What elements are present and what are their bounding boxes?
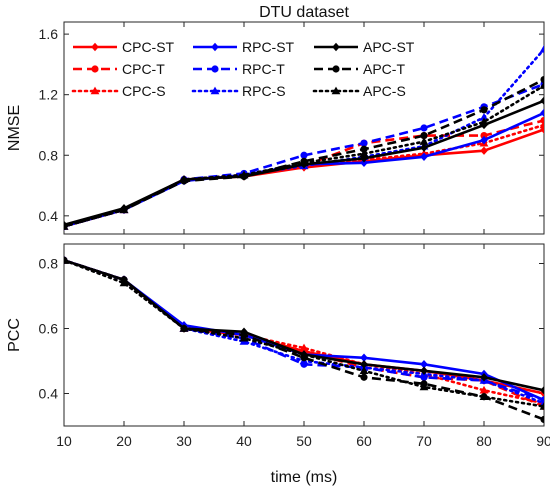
pcc-x-tick-label: 70	[416, 433, 432, 449]
pcc-x-tick-label: 50	[296, 433, 312, 449]
pcc-x-tick-label: 90	[536, 433, 550, 449]
nmse-point-apc-st	[420, 143, 428, 152]
pcc-point-apc-st	[420, 366, 428, 375]
pcc-x-tick-label: 30	[176, 433, 192, 449]
legend-label-apc-s: APC-S	[363, 83, 406, 99]
nmse-y-tick-label: 0.4	[39, 208, 59, 224]
nmse-point-rpc-s	[539, 44, 544, 53]
pcc-x-tick-label: 20	[116, 433, 132, 449]
nmse-point-apc-s	[539, 81, 544, 89]
legend-label-cpc-s: CPC-S	[122, 83, 166, 99]
nmse-point-apc-s	[479, 117, 489, 126]
pcc-y-tick-label: 0.8	[39, 256, 59, 272]
nmse-point-apc-t	[360, 145, 368, 153]
nmse-point-cpc-t	[480, 132, 488, 140]
pcc-point-apc-s	[179, 324, 189, 332]
pcc-point-apc-s	[64, 255, 69, 264]
nmse-point-apc-s	[64, 222, 69, 230]
nmse-point-apc-s	[419, 137, 429, 145]
pcc-point-rpc-st	[420, 360, 428, 369]
pcc-point-apc-s	[539, 402, 544, 410]
legend-label-cpc-st: CPC-ST	[122, 39, 175, 55]
nmse-point-apc-s	[119, 205, 129, 214]
legend-label-apc-t: APC-T	[363, 61, 405, 77]
top-axis-ticks: 0.4 0.8 1.2 1.6	[39, 22, 545, 234]
chart-title: DTU dataset	[259, 4, 349, 21]
bottom-series-group	[64, 255, 544, 424]
pcc-line-apc-s	[64, 258, 544, 408]
nmse-point-cpc-st	[480, 146, 488, 155]
nmse-point-apc-s	[359, 149, 369, 158]
pcc-y-tick-label: 0.6	[39, 321, 59, 337]
pcc-point-apc-t	[360, 373, 368, 381]
pcc-point-apc-s	[239, 333, 249, 342]
pcc-point-cpc-s	[299, 343, 309, 352]
nmse-point-rpc-st	[480, 135, 488, 145]
legend-marker-cpc-st	[91, 42, 99, 52]
pcc-point-apc-st	[360, 360, 368, 369]
pcc-point-apc-s	[359, 366, 369, 375]
nmse-y-tick-label: 1.6	[39, 26, 59, 42]
pcc-point-apc-t	[540, 415, 544, 424]
legend-marker-cpc-t	[91, 65, 99, 73]
bottom-plot-frame	[63, 243, 545, 427]
nmse-point-cpc-s	[539, 120, 544, 129]
pcc-x-tick-label: 80	[476, 433, 492, 449]
nmse-point-rpc-t	[300, 151, 308, 159]
legend: CPC-ST CPC-T CPC-S RPC-ST RPC-T RPC-S APC-ST AP…	[71, 39, 415, 99]
nmse-y-tick-label: 1.2	[39, 87, 59, 103]
legend-label-rpc-s: RPC-S	[242, 83, 286, 99]
legend-label-cpc-t: CPC-T	[122, 61, 165, 77]
pcc-point-apc-st	[540, 386, 544, 395]
legend-marker-rpc-st	[211, 42, 219, 52]
pcc-point-apc-s	[299, 350, 309, 358]
pcc-point-rpc-st	[360, 353, 368, 362]
pcc-point-apc-s	[419, 382, 429, 391]
bottom-axis-ticks: 10 20 30 40 50 60 70 80 90 0.4 0.6 0.8	[39, 244, 550, 449]
nmse-point-rpc-st	[360, 158, 368, 168]
nmse-point-apc-s	[299, 158, 309, 167]
legend-marker-cpc-s	[90, 86, 100, 95]
nmse-point-apc-t	[540, 75, 544, 84]
nmse-point-rpc-t	[420, 124, 428, 132]
nmse-point-apc-s	[179, 175, 189, 183]
nmse-point-rpc-s	[479, 112, 489, 121]
nmse-point-rpc-st	[540, 108, 544, 118]
top-y-axis-label: NMSE	[6, 105, 23, 151]
nmse-y-tick-label: 0.8	[39, 147, 59, 163]
legend-label-rpc-t: RPC-T	[242, 61, 285, 77]
legend-marker-apc-st	[332, 42, 340, 52]
pcc-point-apc-st	[480, 373, 488, 382]
pcc-x-tick-label: 10	[56, 433, 72, 449]
nmse-point-apc-st	[360, 154, 368, 163]
top-series-group	[64, 44, 544, 231]
legend-label-apc-st: APC-ST	[363, 39, 415, 55]
legend-label-rpc-st: RPC-ST	[242, 39, 295, 55]
legend-marker-apc-s	[331, 86, 341, 95]
nmse-point-apc-t	[420, 132, 428, 140]
pcc-y-tick-label: 0.4	[39, 386, 59, 402]
nmse-point-rpc-t	[360, 139, 368, 147]
legend-marker-apc-t	[332, 65, 340, 73]
nmse-point-apc-st	[540, 96, 544, 105]
pcc-line-apc-t	[64, 259, 544, 421]
legend-marker-rpc-t	[211, 65, 219, 73]
pcc-point-cpc-s	[479, 385, 489, 394]
bottom-y-axis-label: PCC	[6, 318, 23, 352]
x-axis-label: time (ms)	[271, 469, 338, 486]
pcc-x-tick-label: 40	[236, 433, 252, 449]
nmse-point-rpc-st	[420, 152, 428, 161]
legend-marker-rpc-s	[210, 86, 220, 95]
nmse-point-apc-s	[239, 170, 249, 179]
nmse-point-apc-t	[480, 106, 488, 114]
pcc-point-apc-s	[119, 278, 129, 287]
pcc-point-apc-s	[479, 392, 489, 401]
pcc-x-tick-label: 60	[356, 433, 372, 449]
